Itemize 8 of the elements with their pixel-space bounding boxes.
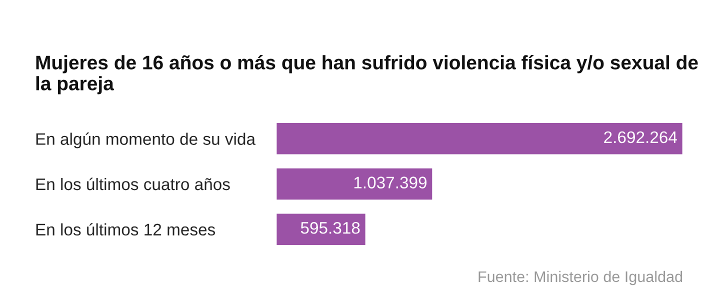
data-label: 595.318 bbox=[300, 222, 360, 234]
y-tick-label: En los últimos 12 meses bbox=[36, 223, 216, 236]
data-label: 2.692.264 bbox=[604, 131, 677, 144]
chart-title: Mujeres de 16 años o más que han sufrido violencia física y/o sexual de la pareja bbox=[36, 55, 698, 94]
y-tick-label: En algún momento de su vida bbox=[36, 132, 256, 148]
data-label: 1.037.399 bbox=[354, 176, 426, 188]
source-note: Fuente: Ministerio de Igualdad bbox=[478, 270, 682, 286]
y-tick-label: En los últimos cuatro años bbox=[36, 178, 230, 190]
